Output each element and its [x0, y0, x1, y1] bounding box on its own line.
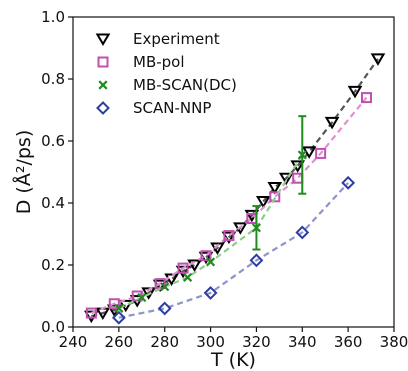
experiment-point [324, 116, 340, 130]
legend-marker-mb-scan-dc [98, 80, 108, 90]
experiment-line [91, 58, 379, 318]
scan-nnp-point [111, 310, 126, 325]
legend-label-scan-nnp: SCAN-NNP [133, 99, 211, 117]
y-tick-label: 0.2 [41, 256, 65, 274]
mb-scan-dc-point [205, 257, 216, 267]
x-tick-label: 340 [288, 333, 317, 351]
mb-scan-dc-line [118, 154, 304, 310]
mb-scan-dc-series [114, 115, 307, 313]
legend-label-mb-scan-dc: MB-SCAN(DC) [133, 76, 237, 94]
experiment-point [278, 172, 294, 186]
y-tick-label: 0.8 [41, 70, 65, 88]
legend-label-experiment: Experiment [133, 30, 220, 48]
mb-pol-point [269, 191, 281, 203]
mb-scan-dc-point [183, 272, 193, 282]
mb-pol-point [108, 298, 120, 310]
x-tick-label: 260 [105, 333, 134, 351]
mb-pol-point [200, 250, 212, 262]
experiment-point [187, 259, 202, 273]
y-tick-label: 1.0 [41, 8, 65, 26]
experiment-series [83, 53, 386, 324]
legend-marker-mb-pol [97, 56, 109, 68]
experiment-point [255, 195, 271, 209]
legend: Experiment MB-pol MB-SCAN(DC) SCAN-NNP [95, 30, 237, 117]
x-tick-label: 300 [196, 333, 225, 351]
series-layer [83, 53, 386, 325]
plot-frame [72, 16, 395, 328]
y-axis-title: D (Å²/ps) [12, 130, 35, 214]
mb-scan-dc-point [137, 292, 147, 303]
mb-pol-point [85, 307, 97, 319]
experiment-point [175, 265, 191, 279]
y-tick-label: 0.6 [41, 132, 65, 150]
x-tick-label: 320 [242, 333, 271, 351]
experiment-point [83, 310, 99, 324]
legend-marker-experiment [95, 33, 111, 47]
scan-nnp-line [118, 182, 349, 319]
mb-scan-dc-point [114, 303, 124, 313]
mb-scan-dc-point [160, 282, 170, 292]
x-tick-label: 280 [150, 333, 179, 351]
scan-nnp-point [157, 301, 172, 316]
x-axis-title: T (K) [210, 349, 256, 371]
y-tick-label: 0.4 [41, 194, 65, 212]
x-tick-label: 380 [380, 333, 408, 351]
mb-pol-point [315, 147, 327, 159]
legend-label-mb-pol: MB-pol [133, 53, 185, 71]
x-tick-label: 240 [59, 333, 88, 351]
legend-marker-scan-nnp [96, 101, 110, 115]
mb-pol-point [177, 262, 189, 274]
experiment-point [267, 182, 283, 195]
experiment-point [164, 273, 179, 286]
mb-scan-dc-point [251, 223, 262, 233]
mb-scan-dc-point [297, 150, 307, 160]
experiment-point [347, 85, 363, 99]
scan-nnp-point [295, 225, 310, 240]
scan-nnp-point [203, 285, 218, 300]
y-tick-label: 0.0 [41, 318, 65, 336]
experiment-point [370, 53, 386, 66]
mb-pol-point [223, 230, 235, 242]
x-tick-label: 360 [334, 333, 363, 351]
scan-nnp-point [341, 175, 356, 190]
scan-nnp-point [249, 253, 264, 268]
scan-nnp-series [111, 175, 356, 325]
ticks-layer: 240 260 280 300 320 340 360 380 0.0 0.2 0.4 0.6 0.8 1… [41, 8, 408, 351]
mb-pol-point [360, 92, 372, 104]
